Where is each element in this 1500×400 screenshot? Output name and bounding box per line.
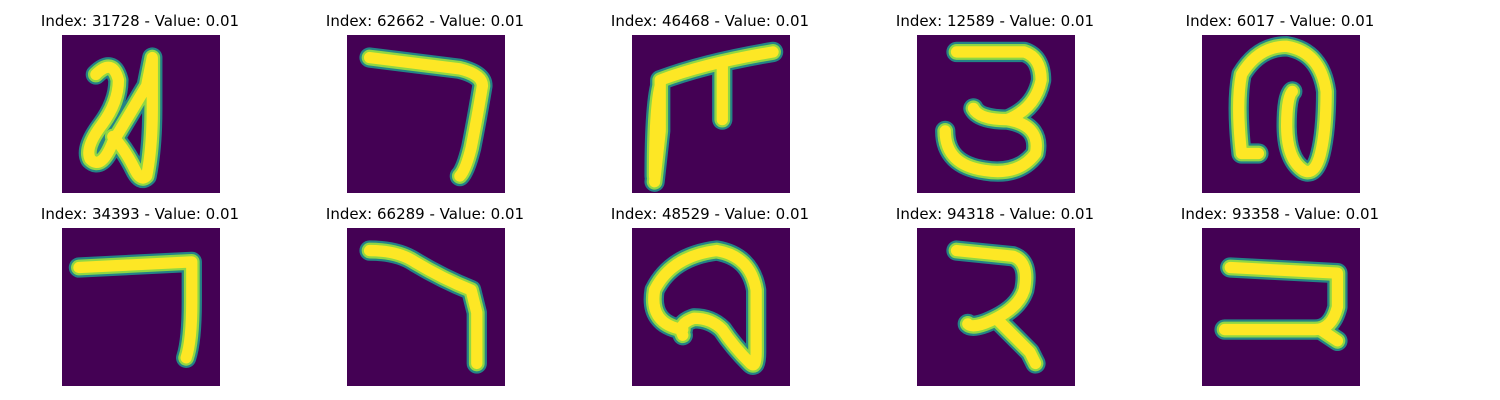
- digit-image: [347, 35, 505, 193]
- digit-stroke: [1233, 40, 1332, 178]
- panel-title: Index: 94318 - Value: 0.01: [895, 205, 1095, 223]
- digit-stroke: [363, 51, 489, 182]
- panel-7: Index: 66289 - Value: 0.01: [285, 205, 565, 390]
- digit-stroke: [648, 244, 762, 371]
- digit-stroke: [648, 46, 779, 188]
- digit-image: [632, 35, 790, 193]
- panel-title: Index: 12589 - Value: 0.01: [895, 12, 1095, 30]
- digit-image: [632, 228, 790, 386]
- panel-10: Index: 93358 - Value: 0.01: [1140, 205, 1420, 390]
- digit-image: [62, 228, 220, 386]
- panel-title: Index: 6017 - Value: 0.01: [1185, 12, 1375, 30]
- panel-2: Index: 62662 - Value: 0.01: [285, 12, 565, 197]
- panel-8: Index: 48529 - Value: 0.01: [570, 205, 850, 390]
- panel-title: Index: 48529 - Value: 0.01: [610, 205, 810, 223]
- digit-image: [917, 228, 1075, 386]
- panel-4: Index: 12589 - Value: 0.01: [855, 12, 1135, 197]
- digit-image: [1202, 228, 1360, 386]
- panel-3: Index: 46468 - Value: 0.01: [570, 12, 850, 197]
- digit-image: [1202, 35, 1360, 193]
- digit-image: [62, 35, 220, 193]
- panel-1: Index: 31728 - Value: 0.01: [0, 12, 280, 197]
- panel-title: Index: 34393 - Value: 0.01: [40, 205, 240, 223]
- digit-stroke: [83, 51, 158, 184]
- digit-stroke: [68, 251, 202, 368]
- panel-9: Index: 94318 - Value: 0.01: [855, 205, 1135, 390]
- digit-stroke: [950, 244, 1042, 370]
- panel-6: Index: 34393 - Value: 0.01: [0, 205, 280, 390]
- panel-title: Index: 93358 - Value: 0.01: [1180, 205, 1380, 223]
- digit-stroke: [939, 46, 1047, 178]
- digit-stroke: [1218, 261, 1344, 347]
- digit-image: [347, 228, 505, 386]
- digit-stroke: [73, 256, 198, 364]
- panel-title: Index: 31728 - Value: 0.01: [40, 12, 240, 30]
- digit-image: [917, 35, 1075, 193]
- panel-5: Index: 6017 - Value: 0.01: [1140, 12, 1420, 197]
- panel-title: Index: 66289 - Value: 0.01: [325, 205, 525, 223]
- panel-title: Index: 62662 - Value: 0.01: [325, 12, 525, 30]
- digit-stroke: [363, 244, 483, 370]
- panel-title: Index: 46468 - Value: 0.01: [610, 12, 810, 30]
